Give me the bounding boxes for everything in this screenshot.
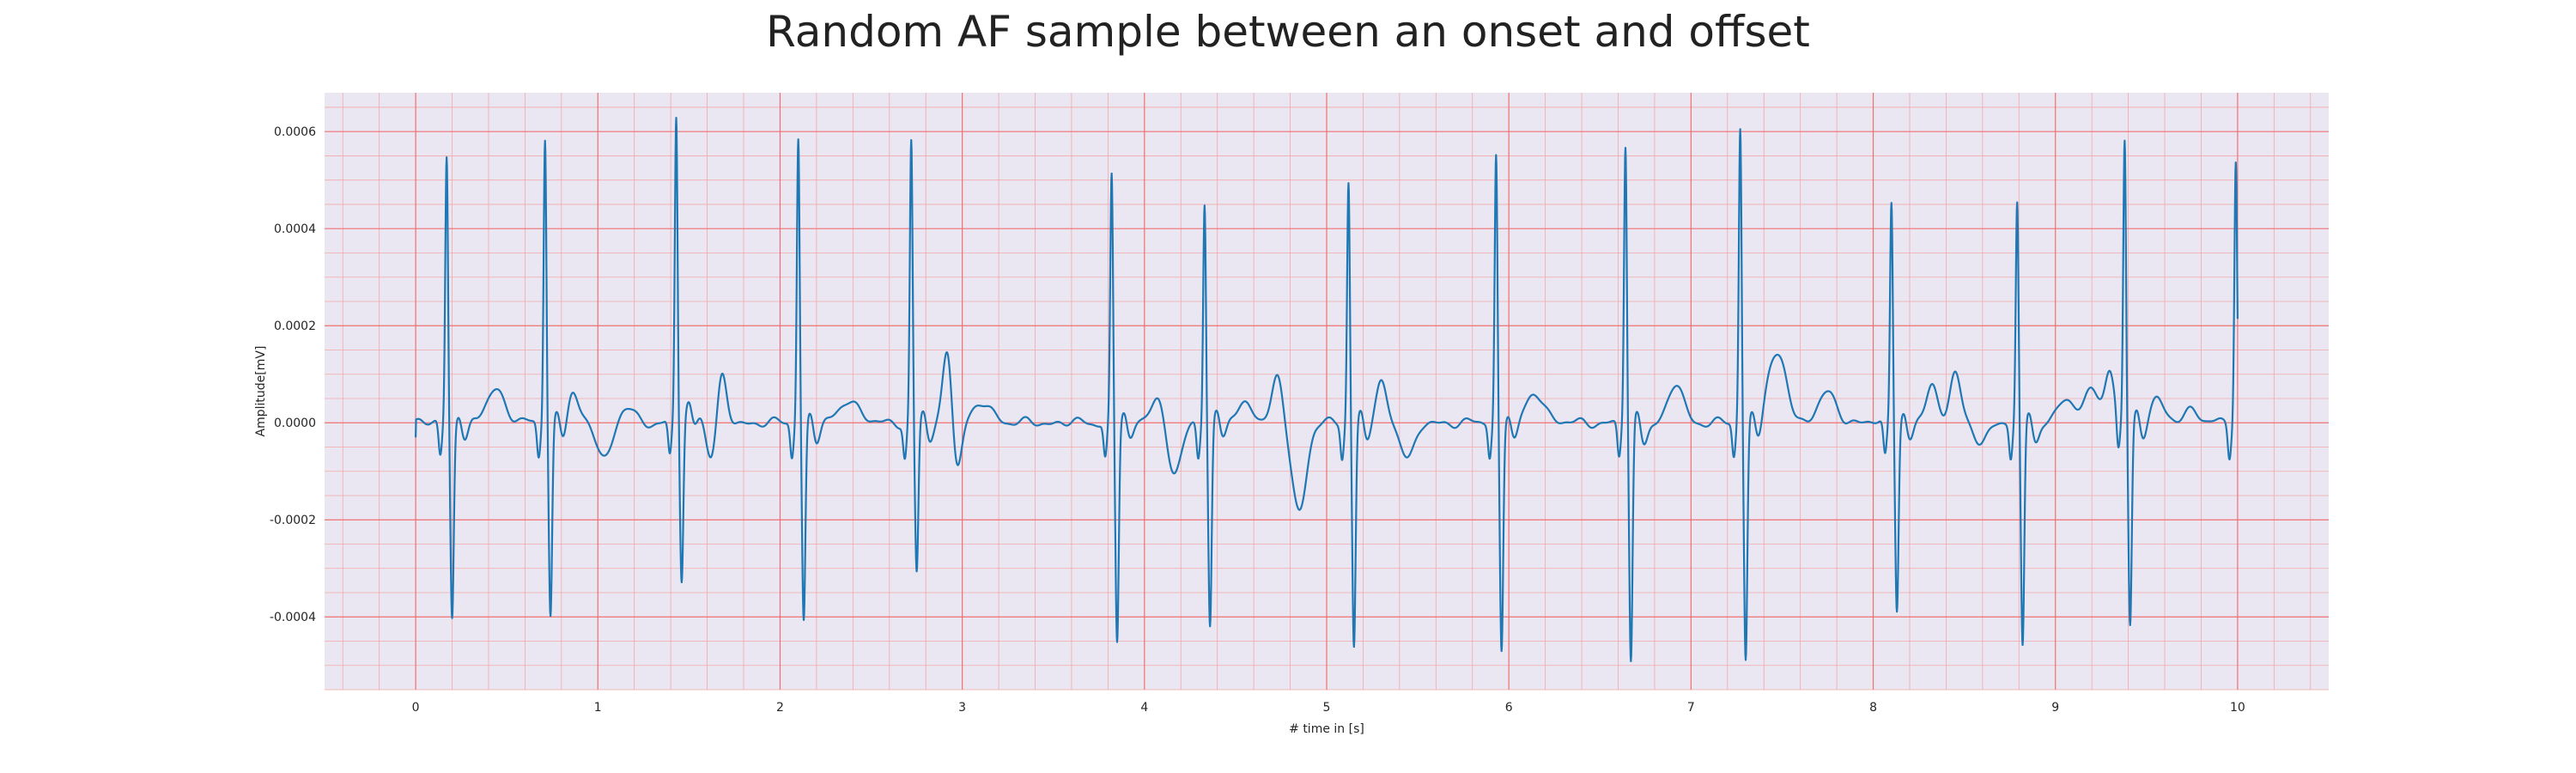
y-tick-label: 0.0002 [274, 320, 316, 333]
major-grid [325, 93, 2329, 690]
y-axis-label: Amplitude[mV] [254, 346, 268, 437]
y-tick-label: 0.0006 [274, 125, 316, 139]
series-line-ecg [414, 117, 2239, 662]
x-tick-label: 7 [1687, 701, 1695, 715]
x-tick-label: 3 [958, 701, 966, 715]
x-tick-label: 9 [2051, 701, 2059, 715]
y-tick-label: 0.0004 [274, 222, 316, 236]
y-tick-label: 0.0000 [274, 417, 316, 430]
x-tick-label: 5 [1323, 701, 1331, 715]
x-tick-label: 6 [1505, 701, 1513, 715]
x-axis-label: # time in [s] [1289, 722, 1364, 736]
x-tick-label: 4 [1140, 701, 1148, 715]
x-tick-label: 1 [594, 701, 602, 715]
x-tick-label: 2 [776, 701, 784, 715]
y-tick-labels: -0.0004 -0.0002 0.0000 0.0002 0.0004 0.0006 [270, 125, 316, 624]
x-tick-label: 0 [412, 701, 420, 715]
x-tick-labels: 0 1 2 3 4 5 6 7 8 9 10 [412, 701, 2245, 715]
y-tick-label: -0.0004 [270, 611, 316, 624]
x-tick-label: 10 [2230, 701, 2245, 715]
y-tick-label: -0.0002 [270, 514, 316, 527]
chart-title: Random AF sample between an onset and of… [766, 7, 1810, 57]
x-tick-label: 8 [1869, 701, 1877, 715]
